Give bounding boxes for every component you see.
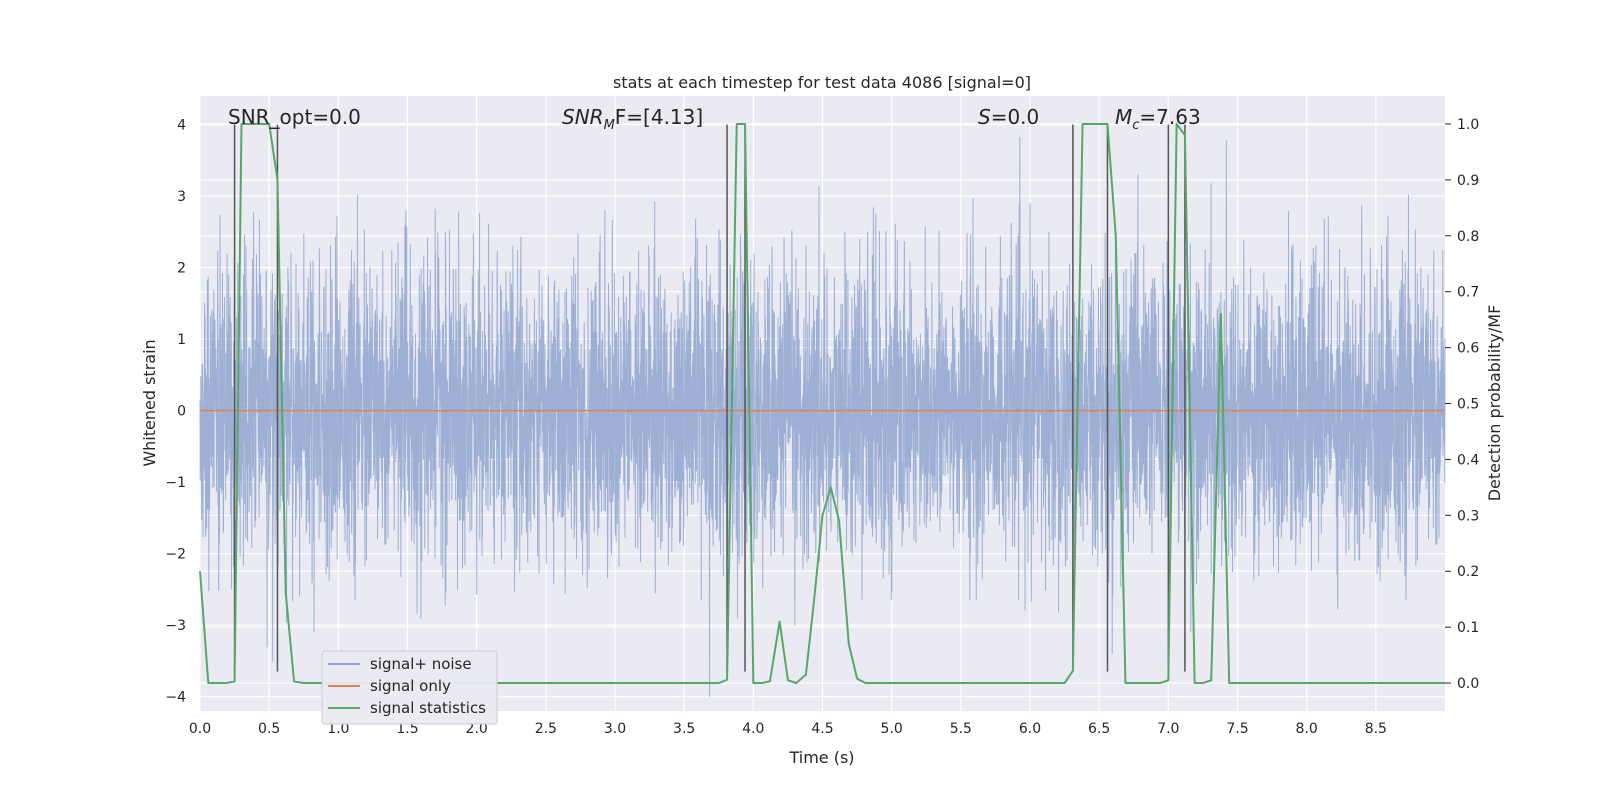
- left-y-tick-label: 4: [177, 118, 186, 134]
- left-y-tick-label: −4: [165, 690, 186, 706]
- signal-statistics-line: [199, 122, 1445, 685]
- mc-tail: =7.63: [1139, 105, 1200, 129]
- right-y-axis-ticks: 0.0 0.1 0.2 0.3 0.4 0.5 0.6 0.7 0.8 0.9 1.0: [1445, 117, 1479, 692]
- right-y-tick-label: 0.4: [1457, 452, 1479, 468]
- x-tick-label: 8.0: [1296, 721, 1318, 737]
- left-y-tick-label: 1: [177, 332, 186, 348]
- right-y-axis-label: Detection probability/MF: [1485, 305, 1504, 502]
- legend-label-signal-only: signal only: [370, 677, 451, 695]
- x-tick-label: 5.0: [881, 721, 903, 737]
- right-y-tick-label: 0.7: [1457, 285, 1479, 301]
- s-tail: =0.0: [991, 105, 1040, 129]
- left-y-tick-label: −3: [165, 618, 186, 634]
- signal-statistics-series: [199, 122, 1445, 685]
- x-tick-label: 2.0: [466, 721, 488, 737]
- snr-mf-annotation: SNRMF=[4.13]: [562, 105, 703, 133]
- x-tick-label: 7.0: [1157, 721, 1179, 737]
- x-axis-ticks: 0.0 0.5 1.0 1.5 2.0 2.5 3.0 3.5 4.0 4.5 5.0 5.5 6.0 6…: [189, 721, 1387, 737]
- right-y-tick-label: 0.3: [1457, 508, 1479, 524]
- x-tick-label: 0.0: [189, 721, 211, 737]
- left-y-tick-label: −1: [165, 475, 186, 491]
- x-axis-label: Time (s): [788, 748, 854, 767]
- mc-annotation: Mc=7.63: [1115, 105, 1201, 133]
- chart-title: stats at each timestep for test data 408…: [613, 73, 1031, 92]
- x-tick-label: 3.0: [604, 721, 626, 737]
- left-y-tick-label: 0: [177, 404, 186, 420]
- legend-label-signal-statistics: signal statistics: [370, 699, 486, 717]
- s-main: S: [978, 105, 991, 129]
- x-tick-label: 1.5: [396, 721, 418, 737]
- s-annotation: S=0.0: [978, 105, 1039, 129]
- right-y-tick-label: 0.8: [1457, 229, 1479, 245]
- x-tick-label: 2.5: [535, 721, 557, 737]
- legend-box: [321, 650, 498, 725]
- snr-mf-main: SNR: [562, 105, 604, 129]
- right-y-tick-label: 1.0: [1457, 117, 1479, 133]
- mc-sub: c: [1132, 118, 1139, 133]
- left-y-tick-label: 2: [177, 261, 186, 277]
- x-tick-label: 6.5: [1088, 721, 1110, 737]
- x-tick-label: 7.5: [1226, 721, 1248, 737]
- x-tick-label: 6.0: [1019, 721, 1041, 737]
- right-y-tick-label: 0.0: [1457, 676, 1479, 692]
- right-y-tick-label: 0.9: [1457, 173, 1479, 189]
- x-tick-label: 8.5: [1365, 721, 1387, 737]
- x-tick-label: 4.5: [811, 721, 833, 737]
- right-y-tick-label: 0.1: [1457, 620, 1479, 636]
- left-y-axis-label: Whitened strain: [140, 339, 159, 466]
- right-y-tick-label: 0.2: [1457, 564, 1479, 580]
- left-y-tick-label: −2: [165, 547, 186, 563]
- left-y-axis-ticks: −4 −3 −2 −1 0 1 2 3 4: [165, 118, 186, 706]
- legend-label-signal-noise: signal+ noise: [370, 655, 472, 673]
- x-tick-label: 5.5: [950, 721, 972, 737]
- signal-noise-line: [199, 137, 1446, 697]
- legend: signal+ noise signal only signal statist…: [321, 650, 498, 725]
- right-y-tick-label: 0.6: [1457, 341, 1479, 357]
- right-y-tick-label: 0.5: [1457, 397, 1479, 413]
- snr-mf-tail: F=[4.13]: [615, 105, 703, 129]
- mc-main: M: [1115, 105, 1132, 129]
- x-tick-label: 1.0: [327, 721, 349, 737]
- x-tick-label: 0.5: [258, 721, 280, 737]
- signal-noise-series: [199, 137, 1446, 697]
- left-y-tick-label: 3: [177, 189, 186, 205]
- x-tick-label: 4.0: [742, 721, 764, 737]
- x-tick-label: 3.5: [673, 721, 695, 737]
- snr-opt-annotation: SNR_opt=0.0: [228, 105, 361, 129]
- snr-mf-sub: M: [604, 118, 615, 133]
